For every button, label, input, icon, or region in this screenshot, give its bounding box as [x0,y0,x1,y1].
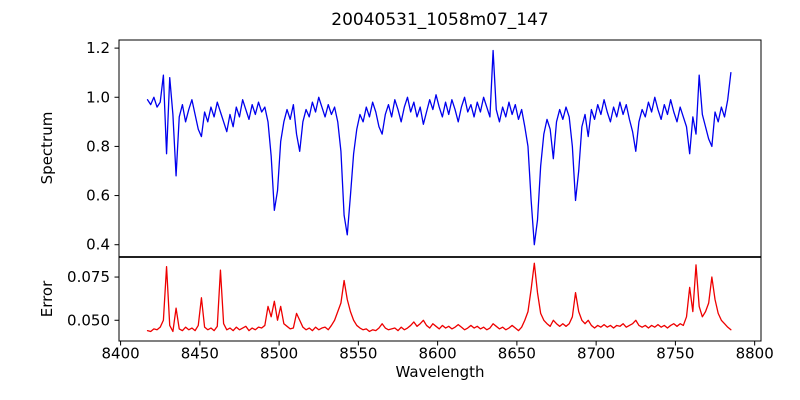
y-tick-label: 1.0 [86,88,110,106]
x-tick-label: 8800 [736,345,774,363]
spectrum-line [146,49,732,246]
x-tick-label: 8650 [498,345,536,363]
x-tick-label: 8750 [656,345,694,363]
x-axis-label: Wavelength [395,363,485,381]
x-tick-label: 8700 [577,345,615,363]
axes-layer [118,39,762,342]
y-tick-label: 0.075 [67,268,110,286]
x-tick-label: 8400 [101,345,139,363]
y-tick-label: 0.050 [67,311,110,329]
x-tick-label: 8500 [260,345,298,363]
series-layer [146,49,732,333]
x-tick-label: 8600 [419,345,457,363]
y-tick-label: 0.6 [86,187,110,205]
spectrum-axes-box [118,39,762,258]
y-tick-label: 0.4 [86,236,110,254]
chart-title: 20040531_1058m07_147 [331,10,549,30]
x-tick-label: 8450 [181,345,219,363]
y-tick-label: 0.8 [86,137,110,155]
x-tick-label: 8550 [339,345,377,363]
error-line [146,262,732,333]
ticks-layer: 0.4 0.6 0.8 1.0 1.2 0.050 0.075 8400 8450 8500 855… [67,39,774,362]
y-tick-label: 1.2 [86,39,110,57]
